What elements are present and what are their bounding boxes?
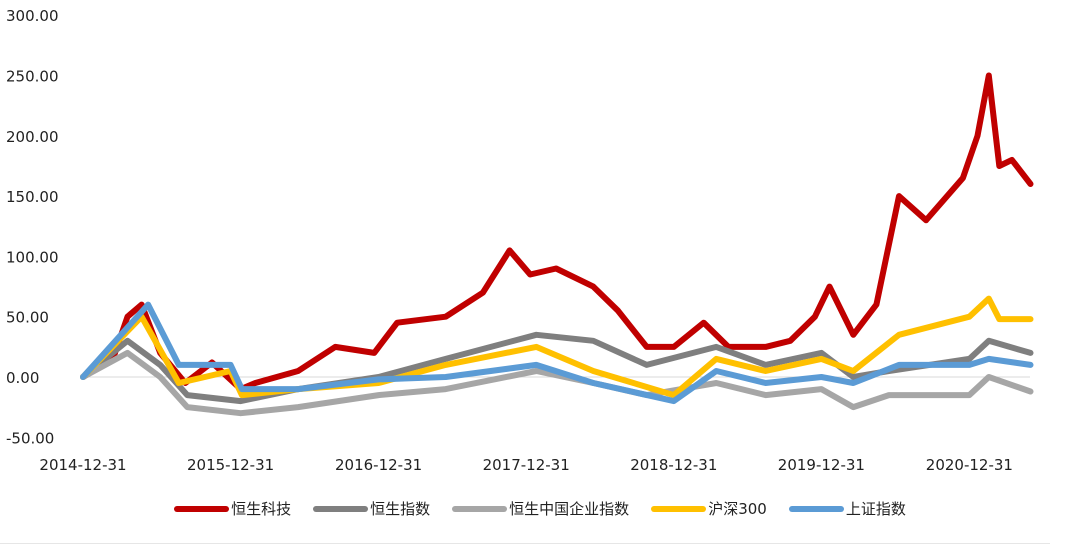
legend-label: 沪深300 (708, 500, 767, 518)
divider (0, 543, 1050, 544)
y-tick-label: 0.00 (6, 369, 39, 387)
x-tick-label: 2020-12-31 (926, 456, 1013, 474)
legend-item: 恒生中国企业指数 (452, 498, 629, 519)
x-tick-label: 2016-12-31 (335, 456, 422, 474)
x-tick-label: 2015-12-31 (187, 456, 274, 474)
y-tick-label: 50.00 (6, 309, 49, 327)
legend-swatch (651, 505, 707, 512)
legend-item: 沪深300 (651, 498, 767, 519)
x-tick-label: 2014-12-31 (39, 456, 126, 474)
series-line-3 (80, 295, 1034, 399)
y-tick-label: -50.00 (6, 429, 54, 447)
legend-swatch (174, 505, 230, 512)
legend-item: 上证指数 (788, 498, 906, 519)
legend-label: 恒生中国企业指数 (509, 500, 630, 518)
legend-swatch (313, 505, 369, 512)
legend-label: 恒生指数 (370, 500, 431, 518)
x-tick-label: 2018-12-31 (630, 456, 717, 474)
x-tick-label: 2017-12-31 (483, 456, 570, 474)
y-tick-label: 250.00 (6, 68, 59, 86)
legend-swatch (452, 505, 508, 512)
y-tick-label: 150.00 (6, 188, 59, 206)
y-tick-label: 200.00 (6, 128, 59, 146)
x-tick-label: 2019-12-31 (778, 456, 865, 474)
legend-item: 恒生指数 (313, 498, 430, 519)
legend-label: 恒生科技 (231, 500, 292, 518)
legend: 恒生科技 恒生指数 恒生中国企业指数 沪深300 上证指数 (0, 498, 1080, 519)
y-tick-label: 100.00 (6, 248, 59, 266)
legend-item: 恒生科技 (174, 498, 291, 519)
legend-swatch (788, 505, 844, 512)
series-line-4 (80, 301, 1034, 405)
legend-label: 上证指数 (845, 500, 906, 518)
y-tick-label: 300.00 (6, 7, 59, 25)
